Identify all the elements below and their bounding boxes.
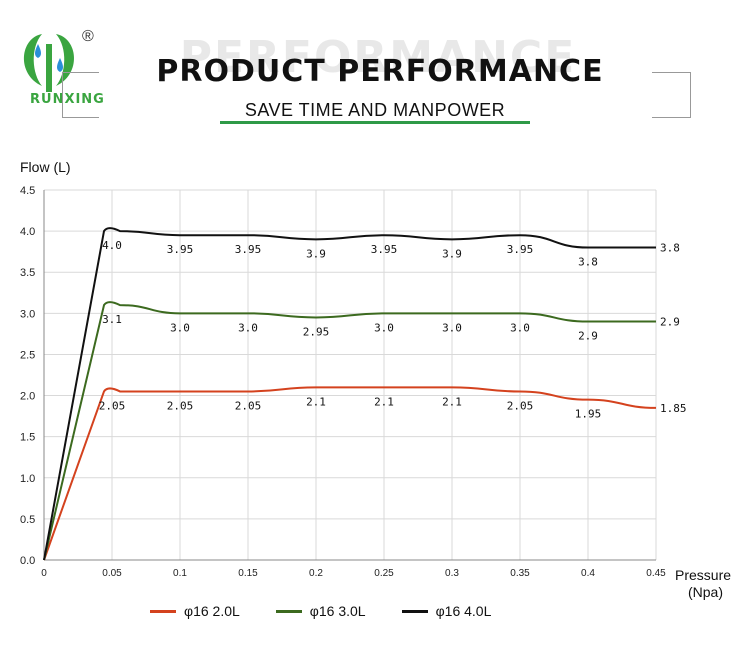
logo-leaf-right bbox=[56, 34, 75, 86]
data-label: 3.8 bbox=[578, 256, 598, 269]
x-tick-label: 0.1 bbox=[173, 568, 187, 579]
legend-label-2l: φ16 2.0L bbox=[184, 603, 240, 619]
legend-label-4l: φ16 4.0L bbox=[435, 603, 492, 619]
x-axis-label-line1: Pressure bbox=[675, 567, 731, 583]
data-label: 3.9 bbox=[442, 247, 462, 260]
x-tick-label: 0.45 bbox=[646, 568, 666, 579]
chart-ticks: 0 0.05 0.1 0.15 0.2 0.25 0.3 0.35 0.4 0.45 0.0 0.5 1… bbox=[20, 185, 666, 579]
chart-data-labels: 2.05 2.05 2.05 2.1 2.1 2.1 2.05 1.95 1.85 3.1 3.0 3… bbox=[99, 239, 687, 421]
logo-water-drop-left bbox=[35, 44, 41, 58]
y-axis-label: Flow (L) bbox=[20, 159, 71, 175]
data-label: 3.0 bbox=[510, 321, 530, 334]
y-tick-label: 0.5 bbox=[20, 514, 35, 526]
data-label: 3.1 bbox=[102, 313, 122, 326]
x-tick-label: 0.15 bbox=[238, 568, 258, 579]
x-tick-label: 0.25 bbox=[374, 568, 394, 579]
legend-item-3l: φ16 3.0L bbox=[275, 603, 366, 619]
brand-name: RUNXING bbox=[30, 92, 105, 107]
subtitle-underline bbox=[220, 121, 530, 124]
series-line-2 bbox=[43, 227, 656, 561]
x-tick-label: 0.2 bbox=[309, 568, 323, 579]
data-label: 3.0 bbox=[374, 321, 394, 334]
y-tick-label: 0.0 bbox=[20, 555, 35, 567]
data-label: 2.95 bbox=[303, 325, 330, 338]
x-tick-label: 0.35 bbox=[510, 568, 530, 579]
data-label: 2.9 bbox=[578, 330, 598, 343]
legend-swatch-3l bbox=[275, 609, 302, 613]
data-label: 2.1 bbox=[374, 395, 394, 408]
title-frame-left bbox=[62, 72, 99, 118]
y-tick-label: 1.5 bbox=[20, 432, 35, 444]
chart-grid bbox=[44, 189, 657, 560]
data-label: 3.9 bbox=[306, 247, 326, 260]
logo-leaf-left bbox=[23, 34, 42, 86]
data-label: 2.05 bbox=[167, 399, 194, 412]
data-label: 2.1 bbox=[442, 395, 462, 408]
y-tick-label: 2.0 bbox=[20, 391, 35, 403]
page-subtitle: SAVE TIME AND MANPOWER bbox=[244, 100, 506, 120]
x-tick-label: 0.4 bbox=[581, 568, 595, 579]
data-label: 2.05 bbox=[507, 399, 534, 412]
data-label: 3.95 bbox=[507, 243, 534, 256]
x-tick-label: 0.3 bbox=[445, 568, 459, 579]
chart-series bbox=[43, 227, 657, 561]
data-label: 2.9 bbox=[660, 316, 680, 329]
chart-legend: φ16 2.0L φ16 3.0L φ16 4.0L bbox=[150, 598, 600, 624]
x-tick-label: 0 bbox=[41, 568, 47, 579]
y-tick-label: 3.0 bbox=[20, 308, 35, 320]
data-label: 3.0 bbox=[170, 321, 190, 334]
chart-axes bbox=[43, 190, 656, 561]
series-line-0 bbox=[43, 386, 657, 561]
logo-water-drop-right bbox=[57, 58, 63, 72]
y-tick-label: 4.5 bbox=[20, 185, 35, 197]
data-label: 1.85 bbox=[660, 402, 687, 415]
y-tick-label: 4.0 bbox=[20, 226, 35, 238]
data-label: 2.1 bbox=[306, 395, 326, 408]
x-tick-label: 0.05 bbox=[102, 568, 122, 579]
data-label: 2.05 bbox=[235, 399, 262, 412]
legend-swatch-4l bbox=[401, 609, 428, 613]
flow-pressure-chart: 0 0.05 0.1 0.15 0.2 0.25 0.3 0.35 0.4 0.45 0.0 0.5 1… bbox=[20, 159, 731, 600]
data-label: 1.95 bbox=[575, 408, 602, 421]
legend-label-3l: φ16 3.0L bbox=[309, 603, 366, 619]
legend-item-4l: φ16 4.0L bbox=[401, 603, 492, 619]
data-label: 3.0 bbox=[442, 321, 462, 334]
y-tick-label: 1.0 bbox=[20, 473, 35, 485]
data-label: 3.0 bbox=[238, 321, 258, 334]
data-label: 2.05 bbox=[99, 399, 126, 412]
data-label: 3.95 bbox=[235, 243, 262, 256]
registered-mark: ® bbox=[82, 28, 94, 45]
data-label: 3.8 bbox=[660, 242, 680, 255]
y-tick-label: 3.5 bbox=[20, 267, 35, 279]
header-watermark: PERFORMANCE bbox=[179, 32, 577, 83]
page-title: PRODUCT PERFORMANCE bbox=[156, 54, 604, 89]
data-label: 4.0 bbox=[102, 239, 122, 252]
data-label: 3.95 bbox=[371, 243, 398, 256]
data-label: 3.95 bbox=[167, 243, 194, 256]
title-frame-right bbox=[652, 72, 691, 118]
series-line-1 bbox=[43, 301, 656, 561]
x-axis-label-line2: (Npa) bbox=[688, 584, 723, 600]
legend-item-2l: φ16 2.0L bbox=[150, 603, 240, 619]
legend-swatch-2l bbox=[150, 609, 176, 613]
runxing-logo bbox=[23, 34, 75, 92]
y-tick-label: 2.5 bbox=[20, 349, 35, 361]
